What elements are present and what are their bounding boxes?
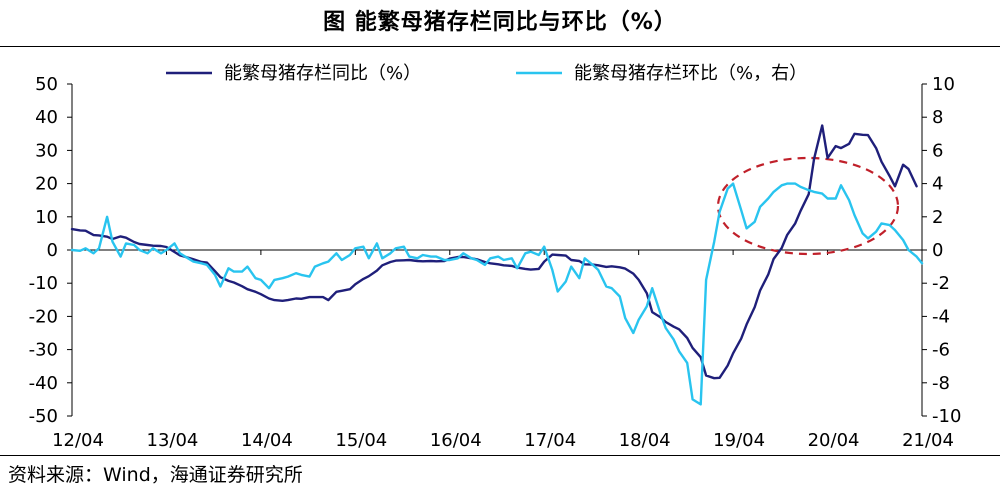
x-tick-label: 12/04	[52, 430, 104, 451]
y-left-tick-label: -30	[29, 340, 58, 361]
series-lines	[70, 124, 924, 406]
highlight-ellipse-shape	[716, 156, 900, 256]
chart-area: 50403020100-10-20-30-40-501086420-2-4-6-…	[29, 63, 962, 451]
y-right-tick-label: -2	[932, 273, 950, 294]
x-tick-label: 14/04	[241, 430, 293, 451]
series-mom-line	[70, 182, 924, 406]
y-left-tick-label: 10	[35, 207, 58, 228]
x-tick-label: 13/04	[147, 430, 199, 451]
y-right-tick-label: -10	[932, 406, 961, 427]
y-left-tick-label: -20	[29, 306, 58, 327]
x-tick-label: 20/04	[808, 430, 860, 451]
y-left-tick-label: 30	[35, 140, 58, 161]
y-left-tick-label: -10	[29, 273, 58, 294]
y-left-tick-label: 40	[35, 107, 58, 128]
chart-title: 图 能繁母猪存栏同比与环比（%）	[323, 10, 677, 35]
y-left-tick-label: 50	[35, 74, 58, 95]
title-divider	[0, 46, 1000, 47]
y-right-tick-label: 4	[932, 174, 943, 195]
x-tick-label: 16/04	[430, 430, 482, 451]
y-right-tick-label: 0	[932, 240, 943, 261]
x-tick-label: 17/04	[524, 430, 576, 451]
series-yoy-line	[70, 124, 918, 380]
y-right-tick-label: 8	[932, 107, 943, 128]
source-note: 资料来源：Wind，海通证券研究所	[8, 464, 303, 486]
axes: 50403020100-10-20-30-40-501086420-2-4-6-…	[29, 74, 962, 451]
y-right-tick-label: -6	[932, 340, 950, 361]
x-tick-label: 15/04	[335, 430, 387, 451]
y-left-tick-label: -40	[29, 373, 58, 394]
y-left-tick-label: 0	[47, 240, 58, 261]
legend-yoy-label: 能繁母猪存栏同比（%）	[224, 63, 421, 84]
x-tick-label: 18/04	[619, 430, 671, 451]
highlight-ellipse	[716, 156, 900, 256]
y-right-tick-label: -8	[932, 373, 950, 394]
y-left-tick-label: 20	[35, 174, 58, 195]
x-tick-label: 19/04	[713, 430, 765, 451]
y-right-tick-label: 10	[932, 74, 955, 95]
legend-mom-label: 能繁母猪存栏环比（%，右）	[574, 63, 807, 84]
y-right-tick-label: -4	[932, 306, 950, 327]
x-tick-label: 21/04	[902, 430, 954, 451]
y-right-tick-label: 2	[932, 207, 943, 228]
legend: 能繁母猪存栏同比（%） 能繁母猪存栏环比（%，右）	[166, 63, 807, 84]
source-divider	[0, 455, 1000, 456]
y-left-tick-label: -50	[29, 406, 58, 427]
y-right-tick-label: 6	[932, 140, 943, 161]
